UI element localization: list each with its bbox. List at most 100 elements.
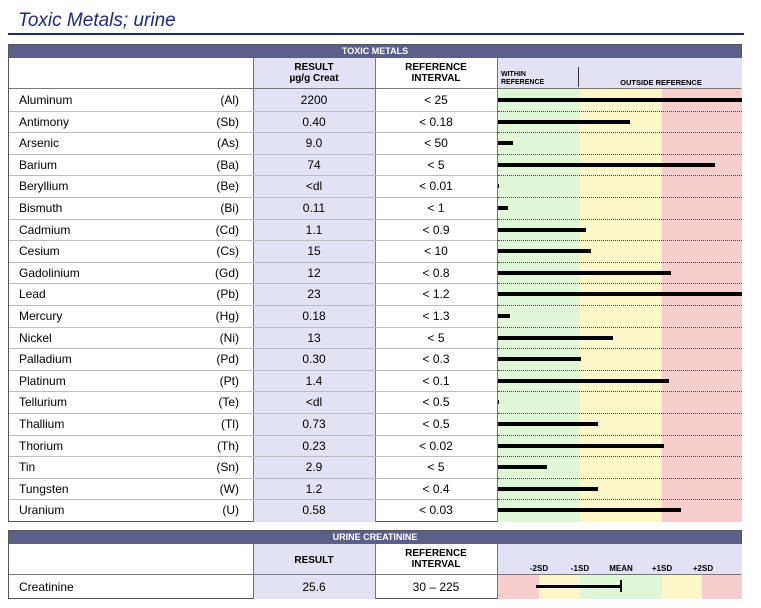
title-rule [8, 33, 744, 35]
metal-name: Arsenic [19, 136, 60, 151]
metal-symbol: (As) [217, 136, 239, 151]
row-divider [9, 499, 497, 501]
toxic-metals-table: TOXIC METALS RESULT µg/g Creat REFERENCE… [8, 44, 742, 522]
cr-col-divider-2 [375, 544, 376, 599]
metal-symbol: (Pb) [216, 287, 239, 302]
reference-header-line2: INTERVAL [411, 73, 461, 84]
metal-symbol: (Pt) [219, 373, 239, 388]
row-divider [9, 132, 497, 134]
graph-row-divider [498, 175, 742, 177]
row-divider [9, 197, 497, 198]
metal-bar [498, 141, 513, 146]
metal-name: Cesium [19, 244, 60, 259]
metal-reference: < 0.5 [422, 417, 450, 431]
metal-result: 1.2 [305, 481, 323, 496]
metal-reference: < 0.18 [419, 114, 453, 129]
metal-reference: < 0.4 [422, 481, 450, 496]
metal-symbol: (Be) [216, 179, 239, 194]
metal-bar [498, 206, 508, 210]
page-title: Toxic Metals; urine [18, 10, 176, 31]
metal-reference: < 0.02 [419, 438, 453, 453]
metal-bar [498, 508, 681, 513]
graph-row-divider [498, 434, 742, 436]
metal-symbol: (Hg) [215, 309, 239, 323]
metal-symbol: (U) [222, 503, 239, 518]
metal-result: 12 [307, 265, 321, 280]
metal-symbol: (Al) [220, 93, 239, 107]
metal-reference: < 0.03 [419, 503, 453, 518]
metal-name: Uranium [19, 503, 65, 518]
sd-label-minus1: -1SD [570, 564, 590, 573]
creatinine-ref-header-line1: REFERENCE [405, 548, 467, 559]
metal-name: Cadmium [19, 222, 71, 237]
row-divider [9, 456, 497, 458]
metal-result: 1.4 [305, 373, 323, 388]
metal-name: Platinum [19, 373, 66, 388]
metal-symbol: (W) [219, 481, 239, 496]
metal-name: Mercury [19, 309, 63, 323]
metal-reference: < 1 [427, 201, 445, 215]
metal-name: Gadolinium [19, 265, 80, 280]
metal-bar [498, 378, 669, 383]
row-divider [9, 261, 497, 263]
graph-row-divider [498, 456, 742, 458]
creatinine-result-bg [253, 544, 375, 599]
row-divider [9, 240, 497, 242]
result-header-line2: µg/g Creat [289, 73, 339, 84]
graph-row-divider [498, 326, 742, 328]
metal-result: 0.40 [302, 114, 326, 129]
metal-name: Beryllium [19, 179, 69, 194]
graph-row-divider [498, 477, 742, 479]
metal-reference: < 50 [424, 136, 448, 151]
metal-bar [498, 443, 664, 448]
metal-name: Nickel [19, 330, 52, 345]
metal-name: Thallium [19, 417, 65, 431]
metal-symbol: (Cd) [215, 222, 239, 237]
cr-zone-low-red [498, 574, 539, 599]
row-divider [9, 110, 497, 112]
metal-symbol: (Ni) [219, 330, 239, 345]
metal-result: 2200 [300, 93, 328, 107]
metal-reference: < 1.3 [422, 309, 450, 323]
creatinine-reference: 30 – 225 [412, 580, 460, 594]
graph-row-divider [498, 305, 742, 306]
metal-bar [498, 249, 591, 254]
graph-header-bg [498, 58, 742, 88]
sd-label-mean: MEAN [609, 564, 633, 573]
metal-name: Tellurium [19, 395, 68, 410]
metal-symbol: (Th) [217, 438, 239, 453]
row-divider [9, 348, 497, 350]
metal-result: 23 [307, 287, 321, 302]
creatinine-band: URINE CREATININE [9, 531, 741, 544]
row-divider [9, 153, 497, 155]
metal-symbol: (Bi) [220, 201, 239, 215]
metal-bar [498, 119, 630, 124]
graph-row-divider [498, 261, 742, 263]
creatinine-graph-header-bg [498, 544, 742, 574]
graph-row-divider [498, 110, 742, 112]
metal-bar [498, 227, 586, 232]
row-divider [9, 175, 497, 177]
header-divider-tick [578, 67, 579, 87]
metal-symbol: (Sn) [216, 460, 239, 475]
metal-result: 13 [307, 330, 321, 345]
metal-reference: < 0.3 [422, 352, 450, 367]
metal-reference: < 0.5 [422, 395, 450, 410]
cr-col-divider-1 [253, 544, 254, 599]
graph-row-divider [498, 197, 742, 198]
metal-name: Palladium [19, 352, 72, 367]
metal-bar [498, 400, 499, 405]
creatinine-result: 25.6 [302, 580, 326, 594]
metal-name: Aluminum [19, 93, 73, 107]
result-header-line1: RESULT [294, 62, 334, 73]
graph-row-divider [498, 348, 742, 350]
graph-row-divider [498, 132, 742, 134]
sd-label-minus2: -2SD [529, 564, 549, 573]
metal-result: 0.11 [302, 201, 326, 215]
graph-row-divider [498, 153, 742, 155]
metal-symbol: (Tl) [221, 417, 239, 431]
toxic-metals-band: TOXIC METALS [9, 45, 741, 58]
row-divider [9, 326, 497, 328]
metal-symbol: (Te) [218, 395, 239, 410]
metal-bar [498, 335, 613, 340]
